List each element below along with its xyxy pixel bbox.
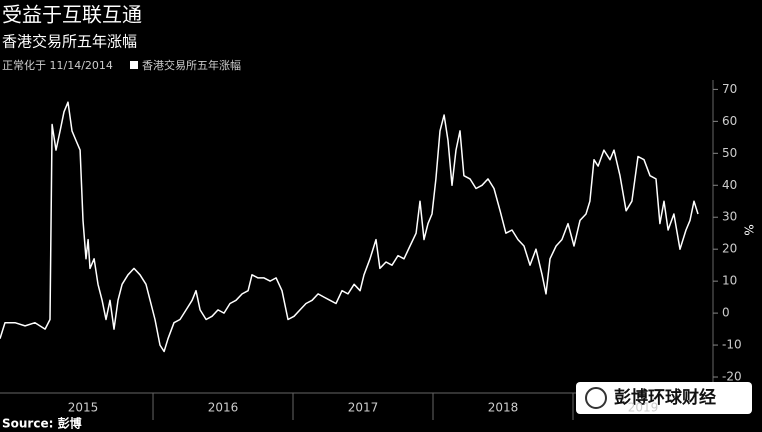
chart-title: 受益于互联互通: [2, 3, 142, 27]
plot: -20 -10 0 10 20 30 40 50 60 70 2015 2016 2017 2018 201…: [0, 82, 742, 420]
y-tick-label: -20: [722, 370, 742, 384]
y-tick-label: 30: [722, 210, 737, 224]
y-tick-label: 70: [722, 82, 737, 96]
watermark-logo: [585, 387, 607, 409]
chart-subtitle: 香港交易所五年涨幅: [2, 33, 137, 51]
note: 正常化于 11/14/2014: [2, 58, 113, 72]
legend-swatch: [130, 61, 138, 69]
y-tick-label: 10: [722, 274, 737, 288]
y-tick-label: -10: [722, 338, 742, 352]
series-line: [0, 101, 699, 353]
y-tick-label: 60: [722, 114, 737, 128]
y-tick-label: 20: [722, 242, 737, 256]
y-tick-label: 50: [722, 146, 737, 160]
y-tick-label: 0: [722, 306, 730, 320]
source: Source: 彭博: [2, 416, 82, 431]
x-tick-label: 2015: [68, 401, 99, 415]
x-tick-label: 2016: [208, 401, 239, 415]
watermark-box: [576, 382, 752, 414]
legend-label: 香港交易所五年涨幅: [142, 58, 241, 72]
watermark: 彭博环球财经: [614, 387, 716, 408]
x-tick-label: 2019: [628, 401, 659, 415]
y-axis-label: %: [742, 224, 756, 235]
x-tick-label: 2017: [348, 401, 379, 415]
y-tick-label: 40: [722, 178, 737, 192]
x-tick-label: 2018: [488, 401, 519, 415]
